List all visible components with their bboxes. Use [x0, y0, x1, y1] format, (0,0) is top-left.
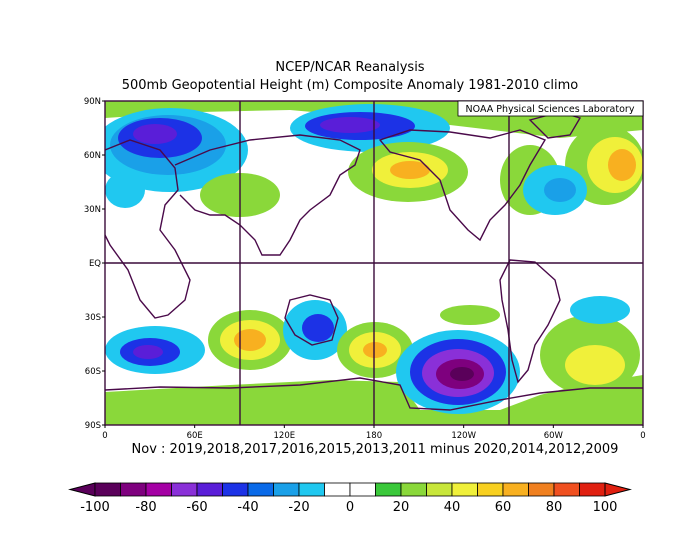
lat-label: EQ: [89, 259, 101, 269]
colorbar-segment: [375, 482, 402, 497]
colorbar-segment: [324, 482, 351, 497]
colorbar-segment: [528, 482, 555, 497]
colorbar-segment: [400, 482, 427, 497]
coastline-europe-africa: [105, 139, 191, 319]
colorbar-segment: [145, 482, 172, 497]
colorbar-segment: [553, 482, 580, 497]
longitude-labels: 0 60E 120E 180 120W 60W 0: [102, 425, 646, 441]
composite-label: Nov : 2019,2018,2017,2016,2015,2013,2011…: [131, 442, 619, 457]
colorbar-segment: [298, 482, 325, 497]
anomaly-region-canada-blue: [544, 178, 576, 202]
anomaly-region-south-indian-core: [133, 345, 163, 359]
lon-label: 120E: [274, 431, 296, 441]
colorbar-tick-label: -20: [288, 500, 309, 515]
colorbar-segment: [94, 482, 121, 497]
colorbar-tick-label: 100: [593, 500, 618, 515]
colorbar-tick-label: -80: [135, 500, 156, 515]
colorbar-segment: [273, 482, 300, 497]
colorbar-tick-label: 60: [495, 500, 512, 515]
colorbar-segment: [222, 482, 249, 497]
lat-label: 90N: [84, 97, 101, 107]
lon-label: 0: [640, 431, 645, 441]
colorbar-segment: [579, 482, 606, 497]
lat-label: 60S: [85, 367, 101, 377]
anomaly-region-tasman-orange: [363, 342, 387, 358]
coastlines: [105, 111, 643, 411]
lon-label: 0: [102, 431, 107, 441]
colorbar-segment: [349, 482, 376, 497]
colorbar-tick-label: -60: [186, 500, 207, 515]
colorbar: [68, 482, 632, 497]
latitude-labels: 90N 60N 30N EQ 30S 60S 90S: [84, 97, 105, 431]
coastline-south-america: [499, 259, 561, 384]
chart-subtitle: 500mb Geopotential Height (m) Composite …: [121, 78, 579, 93]
anomaly-region-pacific-orange: [390, 161, 430, 179]
colorbar-tick-label: 20: [393, 500, 410, 515]
colorbar-segment: [502, 482, 529, 497]
colorbar-tick-labels: -100 -80 -60 -40 -20 0 20 40 60 80 100: [80, 500, 617, 515]
lat-label: 90S: [85, 421, 101, 431]
anomaly-region-south-pacific-core: [450, 367, 474, 381]
anomaly-region-australia-orange: [234, 329, 266, 351]
anomaly-region-south-atlantic-lightblue: [570, 296, 630, 324]
colorbar-segment: [196, 482, 223, 497]
lat-label: 30S: [85, 313, 101, 323]
lat-label: 60N: [84, 151, 101, 161]
colorbar-tick-label: -40: [237, 500, 258, 515]
colorbar-arrow-high: [604, 482, 632, 497]
anomaly-region-arctic-core: [320, 117, 380, 133]
credit-box: [457, 100, 644, 117]
anomaly-fields: [105, 101, 643, 425]
lon-label: 120W: [451, 431, 476, 441]
colorbar-tick-label: 40: [444, 500, 461, 515]
anomaly-region-atlantic-orange: [608, 149, 636, 181]
lon-label: 60E: [187, 431, 203, 441]
coastline-north-america: [378, 129, 547, 242]
colorbar-tick-label: 0: [346, 500, 354, 515]
colorbar-segment: [171, 482, 198, 497]
colorbar-segment: [451, 482, 478, 497]
coastline-antarctica: [105, 377, 643, 411]
colorbar-arrow-low: [68, 482, 96, 497]
anomaly-region-eurasia-core: [133, 124, 177, 144]
chart-title: NCEP/NCAR Reanalysis: [275, 60, 425, 75]
coastline-asia: [174, 134, 361, 256]
lat-label: 30N: [84, 205, 101, 215]
colorbar-tick-label: 80: [546, 500, 563, 515]
colorbar-segment: [120, 482, 147, 497]
colorbar-segment: [426, 482, 453, 497]
lon-label: 60W: [544, 431, 564, 441]
colorbar-tick-label: -100: [80, 500, 110, 515]
colorbar-segment: [477, 482, 504, 497]
anomaly-region-south-atlantic-green-north: [440, 305, 500, 325]
anomaly-region-europe-lightblue: [105, 172, 145, 208]
colorbar-segment: [247, 482, 274, 497]
anomaly-region-australia-darkblue: [302, 314, 334, 342]
lon-label: 180: [366, 431, 382, 441]
coastline-australia: [284, 294, 339, 346]
credit-label: NOAA Physical Sciences Laboratory: [466, 104, 635, 115]
anomaly-region-south-atlantic-yellow: [565, 345, 625, 385]
